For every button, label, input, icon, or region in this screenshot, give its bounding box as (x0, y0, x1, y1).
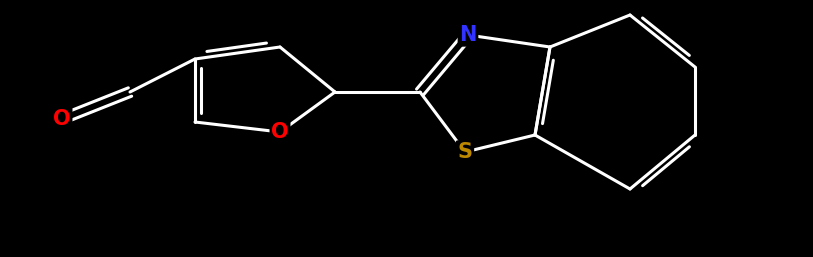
Text: O: O (53, 109, 71, 129)
Text: N: N (459, 25, 476, 45)
Text: S: S (458, 142, 472, 162)
Text: O: O (272, 122, 289, 142)
